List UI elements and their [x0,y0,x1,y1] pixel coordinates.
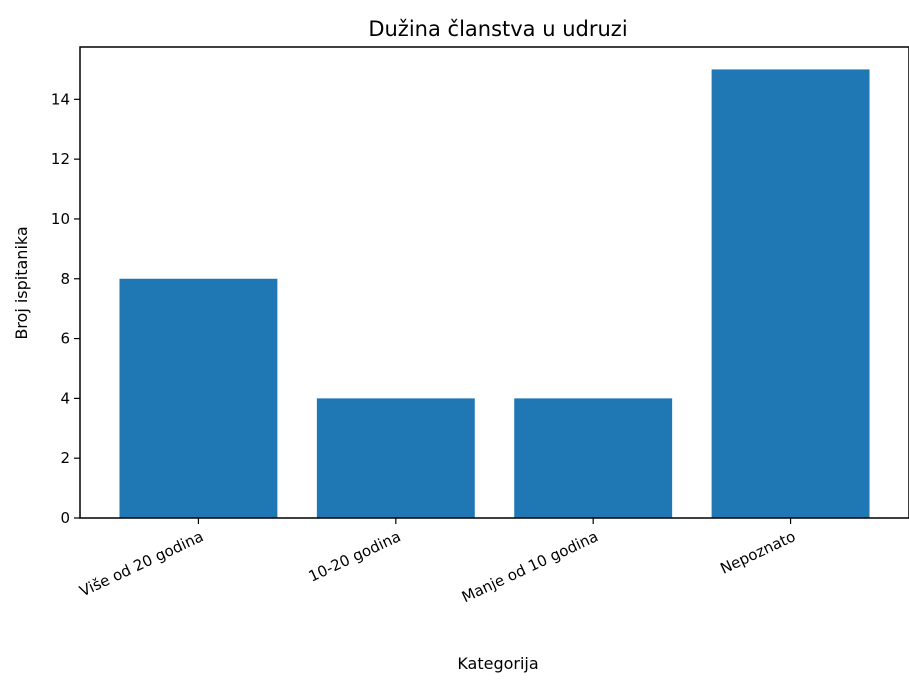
y-tick-label: 10 [51,210,70,228]
y-tick-label: 14 [51,90,70,108]
y-axis-label: Broj ispitanika [12,226,31,339]
x-tick-label: Manje od 10 godina [459,527,601,606]
y-tick-label: 4 [60,389,70,407]
y-tick-label: 8 [60,270,70,288]
bars-group [119,69,869,518]
bar [119,279,277,518]
y-tick-label: 2 [60,449,70,467]
x-axis: Više od 20 godina 10-20 godina Manje od 10… [77,518,798,606]
bar [317,398,475,518]
x-tick-label: 10-20 godina [306,527,404,585]
y-tick-label: 0 [60,509,70,527]
bar [514,398,672,518]
x-tick-label: Nepoznato [717,527,798,577]
x-axis-label: Kategorija [457,654,538,673]
x-tick-label: Više od 20 godina [77,527,206,600]
y-axis: 0 2 4 6 8 10 12 14 [51,90,80,527]
chart-title: Dužina članstva u udruzi [368,17,627,41]
bar [712,69,870,518]
y-tick-label: 6 [60,330,70,348]
y-tick-label: 12 [51,150,70,168]
